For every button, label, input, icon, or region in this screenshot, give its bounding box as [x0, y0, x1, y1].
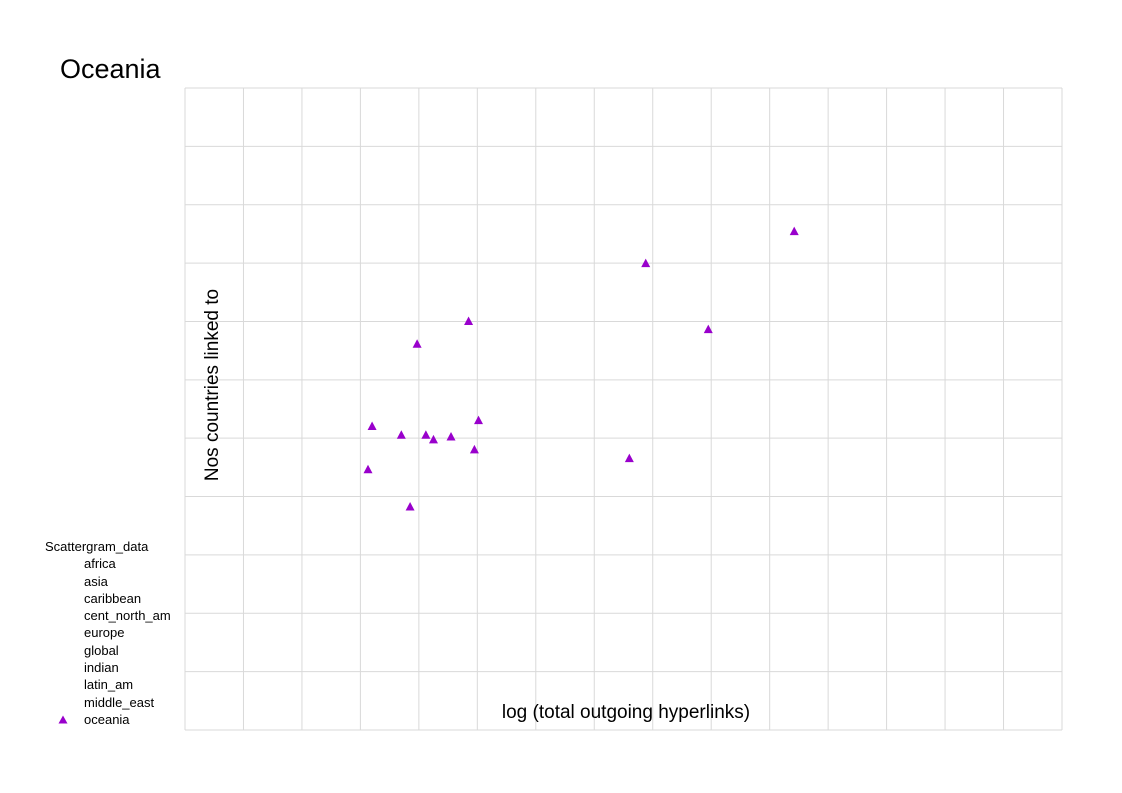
legend-item-cent-north-am: cent_north_am: [45, 607, 171, 624]
legend-item-asia: asia: [45, 573, 171, 590]
data-point-triangle: [421, 430, 431, 439]
data-point-triangle: [412, 339, 422, 348]
legend-item-label: middle_east: [84, 694, 155, 710]
legend-item-indian: indian: [45, 659, 171, 676]
data-point-triangle: [446, 432, 456, 441]
x-axis-label: log (total outgoing hyperlinks): [502, 702, 750, 723]
data-point-triangle: [367, 421, 377, 431]
data-point-triangle: [464, 316, 474, 325]
legend-triangle-marker: [58, 715, 68, 724]
chart-title: Oceania: [60, 54, 161, 84]
data-points: [363, 226, 799, 511]
data-point-triangle: [363, 464, 373, 474]
legend-item-label: latin_am: [84, 677, 134, 693]
data-point-triangle: [428, 434, 438, 444]
data-point-triangle: [469, 444, 479, 454]
legend-item-africa: africa: [45, 555, 171, 572]
legend-item-label: asia: [84, 573, 108, 589]
legend-item-latin-am: latin_am: [45, 676, 171, 693]
data-point-triangle: [405, 502, 415, 511]
data-point-triangle: [641, 258, 651, 268]
legend-item-oceania: oceania: [45, 711, 171, 728]
legend-item-label: indian: [84, 660, 119, 676]
legend-item-label: oceania: [84, 711, 130, 727]
legend-item-middle-east: middle_east: [45, 694, 171, 711]
data-point-triangle: [703, 324, 713, 334]
legend-item-caribbean: caribbean: [45, 590, 171, 607]
legend-entries: africa asia caribbean cent_north_am europe gl…: [45, 555, 171, 728]
legend-item-label: europe: [84, 625, 125, 641]
y-axis-label: Nos countries linked to: [202, 289, 223, 481]
legend-item-label: caribbean: [84, 590, 142, 606]
legend-item-label: africa: [84, 556, 116, 572]
data-point-triangle: [624, 453, 634, 463]
legend: Scattergram_data africa asia caribbean cent…: [45, 538, 171, 728]
legend-item-europe: europe: [45, 624, 171, 641]
data-point-triangle: [474, 415, 484, 425]
data-point-triangle: [789, 226, 799, 236]
legend-item-label: cent_north_am: [84, 608, 171, 624]
legend-item-label: global: [84, 642, 119, 658]
legend-item-global: global: [45, 642, 171, 659]
grid: [184, 87, 1063, 731]
data-point-triangle: [396, 430, 406, 439]
legend-title: Scattergram_data: [45, 539, 149, 554]
